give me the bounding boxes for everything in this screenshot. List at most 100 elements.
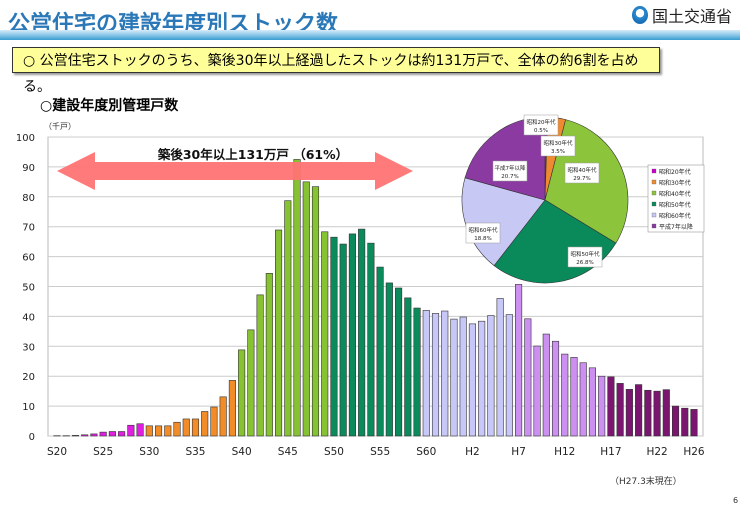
bar-H16 bbox=[598, 375, 606, 437]
bar-H10 bbox=[542, 333, 550, 437]
pie-data-label: 平成7年以降 20.7% bbox=[492, 160, 528, 182]
bar-S54 bbox=[367, 242, 375, 437]
bar-H18 bbox=[616, 383, 624, 437]
bar-S40 bbox=[238, 349, 246, 437]
bar-S34 bbox=[182, 418, 190, 437]
bar-S52 bbox=[348, 233, 356, 437]
legend-swatch bbox=[651, 179, 657, 185]
bar-S63 bbox=[450, 318, 458, 437]
x-tick-label: S25 bbox=[93, 446, 113, 458]
x-tick-label: S30 bbox=[139, 446, 159, 458]
bar-H5 bbox=[496, 298, 504, 437]
pie-label-name: 昭和20年代 bbox=[527, 118, 556, 126]
legend-label: 昭和60年代 bbox=[659, 212, 691, 220]
bar-S44 bbox=[275, 229, 283, 437]
x-tick-label: H7 bbox=[511, 446, 526, 458]
bar-S29 bbox=[136, 423, 144, 437]
bar-S39 bbox=[228, 380, 236, 437]
bar-S42 bbox=[256, 294, 264, 437]
bar-H9 bbox=[533, 345, 541, 437]
bar-S30 bbox=[145, 425, 153, 437]
header-divider bbox=[0, 30, 740, 40]
legend-label: 昭和20年代 bbox=[659, 168, 691, 176]
bar-H4 bbox=[487, 315, 495, 437]
bar-S37 bbox=[210, 406, 218, 437]
legend-label: 昭和40年代 bbox=[659, 190, 691, 198]
y-tick-label: 70 bbox=[22, 223, 35, 234]
summary-box: ○ 公営住宅ストックのうち、築後30年以上経過したストックは約131万戸で、全体… bbox=[12, 47, 660, 95]
pie-label-name: 昭和50年代 bbox=[571, 250, 600, 258]
bar-S27 bbox=[118, 431, 126, 437]
bar-S46 bbox=[293, 159, 301, 437]
x-tick-label: H17 bbox=[600, 446, 621, 458]
bar-S41 bbox=[247, 329, 255, 437]
y-tick-label: 90 bbox=[22, 163, 35, 174]
pie-label-value: 20.7% bbox=[501, 174, 518, 180]
as-of-note: （H27.3末現在） bbox=[610, 477, 682, 487]
bar-S49 bbox=[321, 231, 329, 437]
pie-data-label: 昭和50年代 26.8% bbox=[567, 246, 603, 268]
bar-S23 bbox=[81, 434, 89, 437]
bar-H21 bbox=[644, 389, 652, 437]
bar-S55 bbox=[376, 266, 384, 437]
pie-label-name: 昭和40年代 bbox=[568, 166, 597, 174]
x-tick-label: S35 bbox=[185, 446, 205, 458]
y-tick-label: 100 bbox=[16, 133, 35, 144]
legend-swatch bbox=[651, 190, 657, 196]
page-number: 6 bbox=[733, 496, 739, 505]
pie-label-value: 0.5% bbox=[534, 128, 548, 134]
bar-H15 bbox=[588, 367, 596, 437]
pie-data-label: 昭和30年代 3.5% bbox=[540, 135, 576, 157]
bar-S53 bbox=[358, 228, 366, 437]
x-tick-label: S45 bbox=[278, 446, 298, 458]
y-tick-label: 30 bbox=[22, 342, 35, 353]
bar-H6 bbox=[505, 314, 513, 437]
bar-S45 bbox=[284, 200, 292, 437]
pie-data-label: 昭和40年代 29.7% bbox=[564, 162, 600, 184]
x-tick-label: H2 bbox=[465, 446, 480, 458]
bar-S32 bbox=[164, 425, 172, 437]
bar-H13 bbox=[570, 357, 578, 437]
bar-H14 bbox=[579, 362, 587, 437]
y-tick-label: 40 bbox=[22, 312, 35, 323]
y-tick-label: 60 bbox=[22, 253, 35, 264]
bar-S28 bbox=[127, 424, 135, 437]
range-arrow bbox=[57, 152, 413, 190]
legend-label: 昭和30年代 bbox=[659, 179, 691, 187]
pie-data-label: 昭和20年代 0.5% bbox=[523, 114, 559, 136]
y-tick-label: 50 bbox=[22, 283, 35, 294]
chart-subtitle: ○建設年度別管理戸数 bbox=[40, 98, 179, 114]
pie-label-value: 26.8% bbox=[576, 260, 593, 266]
bar-H8 bbox=[524, 318, 532, 437]
bar-S24 bbox=[90, 433, 98, 437]
legend-label: 平成7年以降 bbox=[659, 223, 693, 231]
bar-H22 bbox=[653, 390, 661, 437]
bar-S57 bbox=[395, 287, 403, 437]
bar-S58 bbox=[404, 297, 412, 437]
bar-S50 bbox=[330, 236, 338, 437]
range-annotation: 築後30年以上131万戸 （61%） bbox=[157, 147, 348, 162]
x-tick-label: H12 bbox=[554, 446, 575, 458]
x-tick-label: S20 bbox=[47, 446, 67, 458]
x-tick-label: S60 bbox=[416, 446, 436, 458]
pie-label-name: 平成7年以降 bbox=[495, 164, 526, 172]
bar-S25 bbox=[99, 431, 107, 437]
bar-H20 bbox=[635, 384, 643, 437]
bar-H26 bbox=[690, 409, 698, 437]
bar-H17 bbox=[607, 376, 615, 437]
x-tick-label: H22 bbox=[646, 446, 667, 458]
bar-H12 bbox=[561, 353, 569, 437]
legend-swatch bbox=[651, 168, 657, 174]
x-tick-label: H26 bbox=[683, 446, 705, 458]
y-tick-label: 80 bbox=[22, 193, 35, 204]
x-tick-label: S55 bbox=[370, 446, 390, 458]
legend-swatch bbox=[651, 201, 657, 207]
bar-S43 bbox=[265, 273, 273, 437]
bar-S33 bbox=[173, 421, 181, 437]
bar-S47 bbox=[302, 181, 310, 437]
bar-S51 bbox=[339, 243, 347, 437]
pie-label-value: 18.8% bbox=[474, 236, 491, 242]
y-tick-label: 20 bbox=[22, 372, 35, 383]
